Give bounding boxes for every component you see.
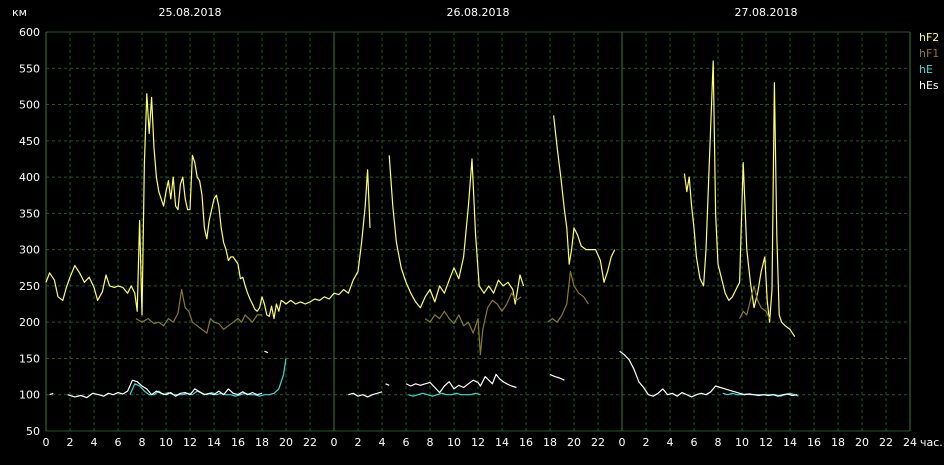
y-tick-label: 50	[26, 425, 40, 438]
y-tick-label: 500	[19, 99, 40, 112]
x-tick-label: 12	[759, 436, 773, 449]
x-tick-label: 22	[879, 436, 893, 449]
series-lines	[45, 60, 799, 399]
x-tick-label: 14	[207, 436, 221, 449]
grid	[45, 31, 911, 432]
x-tick-label: 8	[139, 436, 146, 449]
y-tick-label: 550	[19, 62, 40, 75]
y-tick-label: 350	[19, 207, 40, 220]
y-tick-label: 300	[19, 244, 40, 257]
x-tick-label: 10	[735, 436, 749, 449]
legend: hF2 hF1 hE hEs	[919, 31, 939, 92]
legend-entry-hf2: hF2	[919, 31, 939, 44]
x-tick-label: 22	[591, 436, 605, 449]
x-tick-label: 10	[447, 436, 461, 449]
x-tick-label: 2	[67, 436, 74, 449]
x-unit-label: час.	[920, 436, 943, 449]
series-line-hf2	[45, 93, 371, 320]
series-line-hes	[405, 373, 517, 394]
series-line-hes	[385, 383, 390, 386]
x-tick-label: 12	[471, 436, 485, 449]
day-label: 27.08.2018	[735, 6, 798, 19]
x-tick-label: 8	[427, 436, 434, 449]
y-tick-label: 450	[19, 135, 40, 148]
x-tick-label: 16	[519, 436, 533, 449]
series-line-hf1	[135, 288, 262, 334]
series-line-he	[408, 392, 481, 397]
x-tick-label: 16	[807, 436, 821, 449]
series-line-hf1	[424, 292, 522, 356]
x-tick-label: 4	[91, 436, 98, 449]
y-tick-label: 200	[19, 316, 40, 329]
series-line-hf2	[683, 60, 796, 338]
legend-entry-he: hE	[919, 63, 933, 76]
x-tick-label: 14	[783, 436, 797, 449]
x-tick-label: 4	[667, 436, 674, 449]
y-tick-label: 250	[19, 280, 40, 293]
x-tick-label: 18	[543, 436, 557, 449]
series-line-hes	[49, 392, 54, 396]
x-tick-label: 16	[231, 436, 245, 449]
y-tick-label: 100	[19, 389, 40, 402]
x-tick-label: 20	[279, 436, 293, 449]
x-tick-label: 6	[115, 436, 122, 449]
x-tick-label: 6	[691, 436, 698, 449]
series-line-hes	[264, 350, 269, 354]
x-tick-label: 4	[379, 436, 386, 449]
series-line-hes	[67, 379, 263, 399]
y-tick-label: 150	[19, 352, 40, 365]
x-tick-label: 0	[331, 436, 338, 449]
x-tick-label: 22	[303, 436, 317, 449]
axes: км час. 50100150200250300350400450500550…	[12, 6, 943, 449]
legend-entry-hf1: hF1	[919, 47, 939, 60]
series-line-hf1	[547, 270, 589, 323]
day-label: 26.08.2018	[447, 6, 510, 19]
x-tick-label: 18	[255, 436, 269, 449]
x-tick-label: 14	[495, 436, 509, 449]
x-tick-label: 8	[715, 436, 722, 449]
x-tick-label: 18	[831, 436, 845, 449]
legend-entry-hes: hEs	[919, 79, 939, 92]
y-unit-label: км	[12, 6, 27, 19]
x-tick-label: 0	[619, 436, 626, 449]
series-line-hf2	[388, 155, 525, 309]
series-line-hes	[619, 350, 798, 398]
x-tick-label: 0	[43, 436, 50, 449]
x-tick-label: 2	[355, 436, 362, 449]
x-tick-label: 20	[855, 436, 869, 449]
series-line-hes	[348, 391, 383, 398]
series-line-hf1	[739, 285, 771, 319]
x-tick-label: 24	[903, 436, 917, 449]
x-tick-label: 20	[567, 436, 581, 449]
series-line-hes	[549, 373, 565, 381]
day-label: 25.08.2018	[159, 6, 222, 19]
y-tick-label: 600	[19, 26, 40, 39]
series-line-hf2	[553, 115, 616, 283]
x-tick-label: 12	[183, 436, 197, 449]
x-tick-label: 2	[643, 436, 650, 449]
y-tick-label: 400	[19, 171, 40, 184]
x-tick-label: 10	[159, 436, 173, 449]
x-tick-label: 6	[403, 436, 410, 449]
